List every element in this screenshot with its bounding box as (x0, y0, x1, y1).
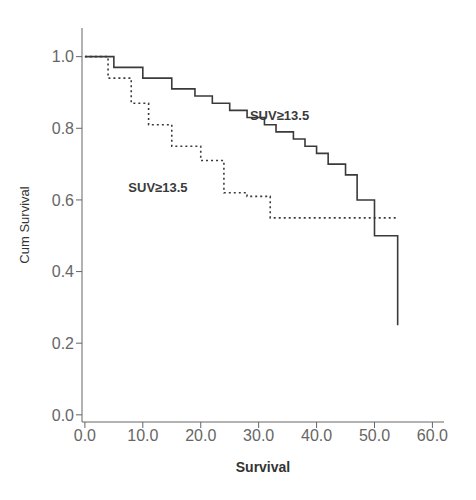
svg-text:10.0: 10.0 (127, 427, 158, 444)
svg-text:30.0: 30.0 (243, 427, 274, 444)
svg-text:0.6: 0.6 (52, 192, 74, 209)
svg-text:0.0: 0.0 (74, 427, 96, 444)
svg-text:1.0: 1.0 (52, 48, 74, 65)
svg-text:0.4: 0.4 (52, 263, 74, 280)
svg-text:60.0: 60.0 (417, 427, 448, 444)
svg-text:Cum Survival: Cum Survival (17, 186, 32, 263)
svg-text:SUV≥13.5: SUV≥13.5 (128, 180, 187, 195)
svg-text:Survival: Survival (236, 459, 290, 475)
svg-text:50.0: 50.0 (359, 427, 390, 444)
svg-text:0.8: 0.8 (52, 120, 74, 137)
svg-text:20.0: 20.0 (185, 427, 216, 444)
svg-text:0.2: 0.2 (52, 335, 74, 352)
svg-text:SUV≥13.5: SUV≥13.5 (250, 108, 309, 123)
svg-text:40.0: 40.0 (301, 427, 332, 444)
svg-text:0.0: 0.0 (52, 407, 74, 424)
